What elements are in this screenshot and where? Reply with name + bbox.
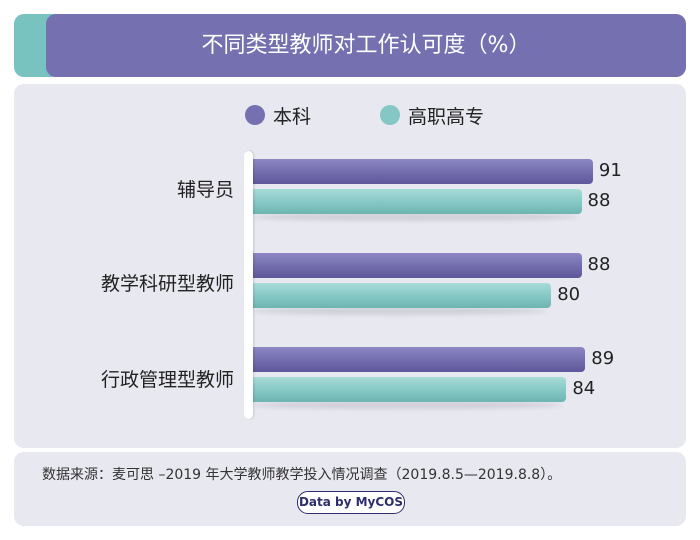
bar-gaozhi-xingzheng-guanli: [248, 377, 567, 402]
legend-label-benke: 本科: [273, 105, 312, 128]
value-label-benke-fudaoyuan: 91: [598, 160, 622, 181]
value-label-benke-jiaoxue-keyan: 88: [587, 254, 611, 275]
chart-title: 不同类型教师对工作认可度（%）: [201, 33, 531, 58]
value-label-benke-xingzheng-guanli: 89: [591, 348, 615, 369]
bar-gaozhi-jiaoxue-keyan: [248, 283, 552, 308]
legend-swatch-benke: [245, 105, 265, 125]
bar-shadow-jiaoxue-keyan: [252, 307, 548, 315]
bar-shadow-xingzheng-guanli: [252, 401, 563, 409]
value-label-gaozhi-fudaoyuan: 88: [587, 190, 611, 211]
legend-item-gaozhi: 高职高专: [380, 103, 485, 128]
bar-gaozhi-fudaoyuan: [248, 189, 582, 214]
data-by-mycos-badge: Data by MyCOS: [297, 491, 405, 514]
source-note: 数据来源：麦可思 –2019 年大学教师教学投入情况调查（2019.8.5—20…: [42, 467, 562, 483]
bar-shadow-fudaoyuan: [252, 213, 578, 221]
bar-benke-fudaoyuan: [248, 159, 593, 184]
value-label-gaozhi-jiaoxue-keyan: 80: [557, 284, 581, 305]
bar-benke-jiaoxue-keyan: [248, 253, 582, 278]
category-axis-line: [244, 151, 253, 419]
legend-swatch-gaozhi: [380, 105, 400, 125]
bar-benke-xingzheng-guanli: [248, 347, 586, 372]
legend-item-benke: 本科: [245, 103, 312, 128]
category-label-xingzheng-guanli: 行政管理型教师: [100, 369, 234, 391]
title-bar: [46, 14, 686, 77]
category-label-fudaoyuan: 辅导员: [176, 179, 234, 201]
value-label-gaozhi-xingzheng-guanli: 84: [572, 378, 596, 399]
category-label-jiaoxue-keyan: 教学科研型教师: [100, 273, 234, 295]
legend-label-gaozhi: 高职高专: [408, 105, 485, 128]
